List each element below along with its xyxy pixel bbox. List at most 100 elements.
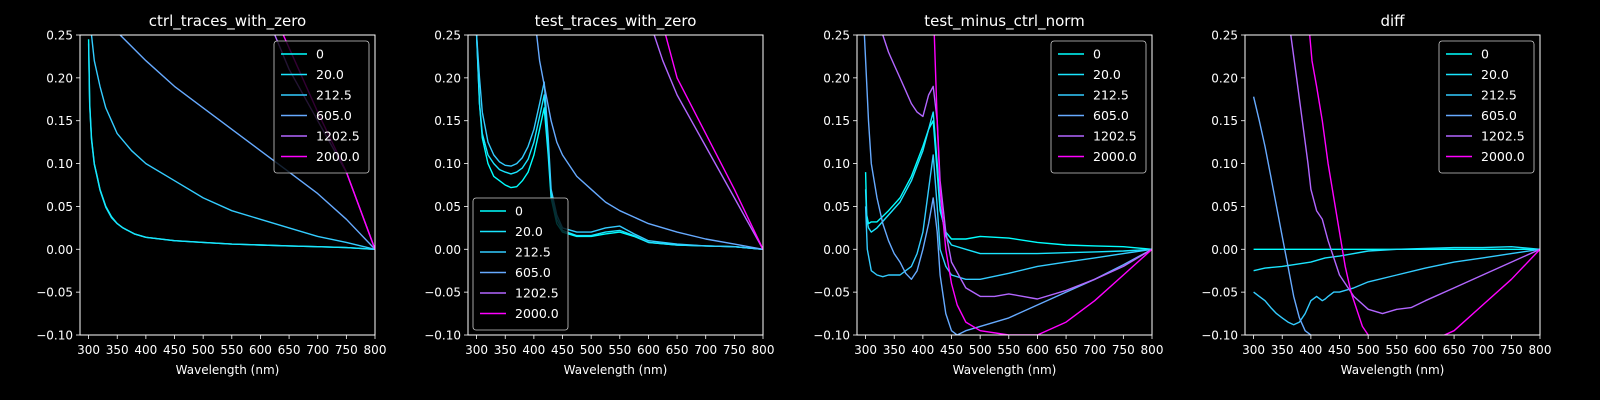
x-tick-label: 650 <box>278 343 301 357</box>
x-tick-label: 300 <box>465 343 488 357</box>
plot-frame <box>467 34 764 336</box>
series-line-20-0 <box>87 43 375 250</box>
y-tick-label: 0.20 <box>434 71 461 85</box>
x-tick-label: 800 <box>1141 343 1164 357</box>
chart-title: test_minus_ctrl_norm <box>924 12 1085 31</box>
x-tick-label: 800 <box>364 343 387 357</box>
x-tick-label: 350 <box>106 343 129 357</box>
y-tick-label: 0.15 <box>1211 114 1238 128</box>
chart-title: diff <box>1380 12 1405 30</box>
x-tick-label: 350 <box>494 343 517 357</box>
y-tick-label: 0.10 <box>434 157 461 171</box>
y-tick-label: 0.00 <box>823 243 850 257</box>
legend-label: 1202.5 <box>1093 129 1137 144</box>
legend-label: 212.5 <box>1481 88 1517 103</box>
x-axis-label: Wavelength (nm) <box>1341 363 1445 377</box>
x-tick-label: 400 <box>1299 343 1322 357</box>
x-tick-label: 650 <box>1055 343 1078 357</box>
y-tick-label: 0.00 <box>46 243 73 257</box>
x-tick-label: 600 <box>249 343 272 357</box>
legend-label: 605.0 <box>515 265 551 280</box>
series-group <box>863 35 1152 335</box>
legend-label: 1202.5 <box>316 129 360 144</box>
legend: 0 20.0 212.5 605.0 1202.5 2000.0 <box>472 197 569 331</box>
plot-frame <box>1244 34 1541 336</box>
x-tick-label: 500 <box>192 343 215 357</box>
legend-label: 605.0 <box>316 108 352 123</box>
legend-label: 2000.0 <box>1481 149 1525 164</box>
series-line-605-0 <box>119 35 375 250</box>
y-tick-label: 0.15 <box>823 114 850 128</box>
x-tick-label: 450 <box>940 343 963 357</box>
plot-frame <box>856 34 1153 336</box>
x-tick-label: 750 <box>723 343 746 357</box>
series-line-2000-0 <box>933 35 1152 335</box>
x-axis-label: Wavelength (nm) <box>176 363 280 377</box>
x-tick-label: 650 <box>1443 343 1466 357</box>
series-line-1202-5 <box>882 35 1152 300</box>
legend-label: 1202.5 <box>1481 129 1525 144</box>
x-tick-label: 550 <box>997 343 1020 357</box>
legend-label: 0 <box>515 204 523 219</box>
y-tick-label: −0.05 <box>813 286 850 300</box>
y-tick-label: −0.05 <box>1201 286 1238 300</box>
legend: 0 20.0 212.5 605.0 1202.5 2000.0 <box>1050 40 1147 174</box>
series-line-605-0 <box>536 35 763 250</box>
legend-label: 1202.5 <box>515 286 559 301</box>
series-line-20-0 <box>475 35 763 250</box>
x-tick-label: 300 <box>77 343 100 357</box>
y-tick-label: 0.15 <box>434 114 461 128</box>
x-axis-label: Wavelength (nm) <box>564 363 668 377</box>
x-tick-label: 800 <box>752 343 775 357</box>
legend-label: 20.0 <box>1481 67 1509 82</box>
chart-panel-4: diff Wavelength (nm) 300 350 400 450 500 550 600… <box>1201 12 1551 377</box>
y-tick-label: 0.10 <box>46 157 73 171</box>
x-tick-label: 700 <box>694 343 717 357</box>
x-tick-label: 600 <box>637 343 660 357</box>
series-line-605-0 <box>1252 96 1312 335</box>
x-tick-label: 550 <box>220 343 243 357</box>
series-line-212-5 <box>864 154 1152 280</box>
legend-label: 212.5 <box>1093 88 1129 103</box>
series-line-605-0 <box>863 35 1152 335</box>
legend-label: 20.0 <box>515 224 543 239</box>
x-tick-label: 550 <box>608 343 631 357</box>
series-line-212-5 <box>90 35 375 250</box>
legend-label: 605.0 <box>1481 108 1517 123</box>
x-tick-label: 700 <box>1083 343 1106 357</box>
chart-title: ctrl_traces_with_zero <box>149 12 306 31</box>
legend-label: 212.5 <box>316 88 352 103</box>
series-line-20-0 <box>1253 245 1540 272</box>
x-tick-label: 700 <box>1471 343 1494 357</box>
series-line-20-0 <box>864 111 1152 255</box>
series-line-2000-0 <box>664 35 763 250</box>
chart-title: test_traces_with_zero <box>535 12 697 31</box>
y-tick-label: 0.25 <box>823 29 850 43</box>
y-tick-label: −0.10 <box>424 329 461 343</box>
legend-label: 212.5 <box>515 245 551 260</box>
x-tick-label: 600 <box>1414 343 1437 357</box>
x-tick-label: 750 <box>335 343 358 357</box>
x-tick-label: 700 <box>306 343 329 357</box>
x-tick-label: 600 <box>1026 343 1049 357</box>
x-tick-label: 450 <box>551 343 574 357</box>
x-tick-label: 500 <box>969 343 992 357</box>
y-tick-label: −0.05 <box>36 286 73 300</box>
x-tick-label: 650 <box>666 343 689 357</box>
x-tick-label: 750 <box>1112 343 1135 357</box>
y-tick-label: 0.20 <box>823 71 850 85</box>
y-tick-label: −0.10 <box>813 329 850 343</box>
y-tick-label: 0.25 <box>1211 29 1238 43</box>
chart-panel-2: test_traces_with_zero Wavelength (nm) 300 3… <box>424 12 774 377</box>
y-tick-label: 0.20 <box>1211 71 1238 85</box>
y-tick-label: 0.10 <box>823 157 850 171</box>
x-tick-label: 500 <box>1357 343 1380 357</box>
series-line-2000-0 <box>1309 35 1540 335</box>
x-tick-label: 300 <box>854 343 877 357</box>
x-tick-label: 450 <box>163 343 186 357</box>
plot-frame <box>79 34 376 336</box>
series-line-212-5 <box>475 35 763 250</box>
x-tick-label: 550 <box>1385 343 1408 357</box>
x-axis-label: Wavelength (nm) <box>953 363 1057 377</box>
legend-label: 20.0 <box>316 67 344 82</box>
